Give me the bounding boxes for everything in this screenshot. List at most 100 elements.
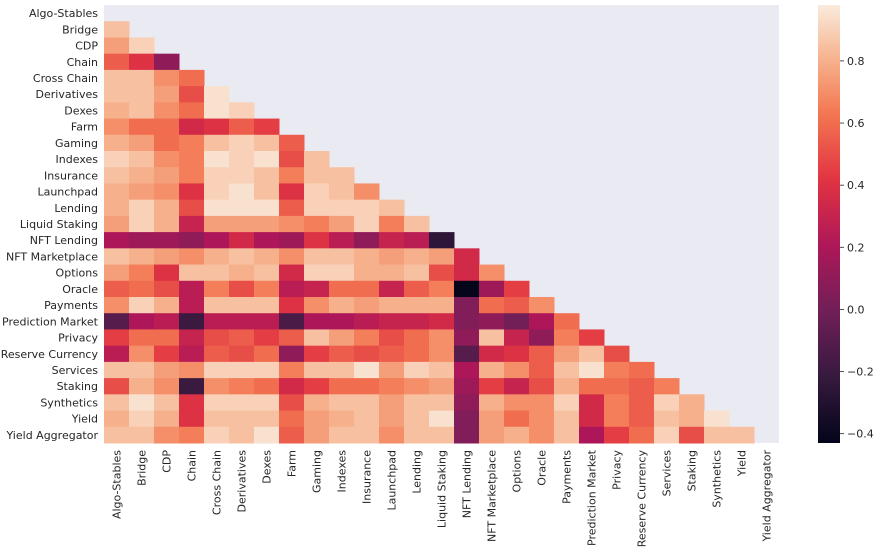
- heatmap-cell: [129, 151, 155, 168]
- x-tick-label: Yield: [736, 450, 749, 477]
- heatmap-cell: [329, 410, 355, 428]
- y-tick-label: Bridge: [62, 23, 98, 36]
- heatmap-cell: [204, 280, 230, 298]
- heatmap-cell: [154, 345, 180, 363]
- heatmap-cell: [154, 102, 180, 120]
- colorbar-tick-label: −0.4: [847, 428, 874, 441]
- heatmap-cell: [354, 378, 380, 395]
- heatmap-cell: [279, 345, 305, 363]
- heatmap-cell: [204, 151, 230, 168]
- heatmap-cell: [179, 248, 205, 266]
- heatmap-cell: [304, 410, 330, 428]
- y-tick-label: Algo-Stables: [29, 7, 98, 20]
- heatmap-cell: [304, 361, 330, 379]
- heatmap-cell: [229, 345, 255, 363]
- heatmap-cell: [654, 410, 680, 428]
- heatmap-cell: [529, 378, 555, 395]
- heatmap-cell: [179, 394, 205, 412]
- heatmap-cell: [704, 426, 730, 444]
- heatmap-cell: [454, 394, 480, 412]
- heatmap-cell: [479, 297, 505, 314]
- y-tick-label: Staking: [57, 380, 98, 393]
- heatmap-cell: [304, 394, 330, 412]
- heatmap-cell: [254, 215, 280, 233]
- heatmap-cell: [179, 183, 205, 201]
- heatmap-cell: [254, 151, 280, 168]
- heatmap-cell: [304, 345, 330, 363]
- heatmap-cell: [329, 329, 355, 347]
- heatmap-cell: [204, 167, 230, 184]
- heatmap-cell: [104, 426, 130, 444]
- y-tick-label: Farm: [71, 121, 98, 134]
- heatmap-cell: [354, 361, 380, 379]
- heatmap-cell: [229, 199, 255, 217]
- heatmap-cell: [179, 329, 205, 347]
- heatmap-cell: [104, 410, 130, 428]
- heatmap-cell: [179, 345, 205, 363]
- heatmap-cell: [379, 215, 405, 233]
- heatmap-cell: [504, 361, 530, 379]
- y-tick-label: Gaming: [55, 137, 98, 150]
- heatmap-cell: [154, 167, 180, 184]
- heatmap-cell: [179, 426, 205, 444]
- heatmap-cell: [304, 264, 330, 282]
- heatmap-cell: [379, 248, 405, 266]
- heatmap-cell: [529, 394, 555, 412]
- heatmap-cell: [404, 329, 430, 347]
- heatmap-cell: [429, 264, 455, 282]
- heatmap-cell: [154, 426, 180, 444]
- heatmap-cell: [204, 199, 230, 217]
- heatmap-cell: [229, 394, 255, 412]
- heatmap-cell: [604, 361, 630, 379]
- heatmap-cell: [354, 248, 380, 266]
- y-tick-label: Yield: [71, 413, 98, 426]
- heatmap-cell: [354, 345, 380, 363]
- heatmap-cell: [129, 69, 155, 87]
- x-tick-label: Privacy: [611, 450, 624, 490]
- heatmap-cell: [304, 248, 330, 266]
- heatmap-cell: [354, 426, 380, 444]
- heatmap-cell: [204, 118, 230, 136]
- heatmap-cell: [279, 264, 305, 282]
- heatmap-cell: [279, 232, 305, 249]
- heatmap-cell: [179, 167, 205, 184]
- heatmap-cell: [504, 394, 530, 412]
- heatmap-cell: [329, 426, 355, 444]
- colorbar-tick-label: 0.6: [847, 117, 865, 130]
- heatmap-cell: [104, 329, 130, 347]
- heatmap-cell: [379, 199, 405, 217]
- heatmap-cell: [279, 297, 305, 314]
- heatmap-cell: [529, 361, 555, 379]
- heatmap-cell: [454, 378, 480, 395]
- heatmap-cell: [129, 264, 155, 282]
- heatmap-cell: [304, 215, 330, 233]
- heatmap-cell: [354, 264, 380, 282]
- heatmap-cell: [104, 199, 130, 217]
- heatmap-cell: [329, 280, 355, 298]
- heatmap-cell: [404, 345, 430, 363]
- heatmap-cell: [204, 313, 230, 330]
- heatmap-cell: [154, 232, 180, 249]
- heatmap-cell: [279, 151, 305, 168]
- x-tick-label: Launchpad: [386, 450, 399, 511]
- heatmap-cell: [479, 264, 505, 282]
- heatmap-cell: [229, 361, 255, 379]
- heatmap-cell: [504, 280, 530, 298]
- x-tick-label: NFT Marketplace: [486, 450, 499, 542]
- heatmap-cell: [354, 280, 380, 298]
- heatmap-cell: [404, 426, 430, 444]
- heatmap-cell: [154, 134, 180, 152]
- heatmap-cell: [179, 215, 205, 233]
- colorbar-tick-label: 0.8: [847, 55, 865, 68]
- heatmap-cell: [604, 345, 630, 363]
- heatmap-cell: [554, 345, 580, 363]
- heatmap-cell: [179, 361, 205, 379]
- heatmap-cell: [604, 410, 630, 428]
- heatmap-cell: [354, 183, 380, 201]
- heatmap-cell: [154, 313, 180, 330]
- y-tick-label: Services: [52, 364, 99, 377]
- heatmap-cell: [229, 264, 255, 282]
- y-tick-label: Privacy: [58, 332, 98, 345]
- heatmap-cell: [154, 118, 180, 136]
- heatmap-cell: [279, 134, 305, 152]
